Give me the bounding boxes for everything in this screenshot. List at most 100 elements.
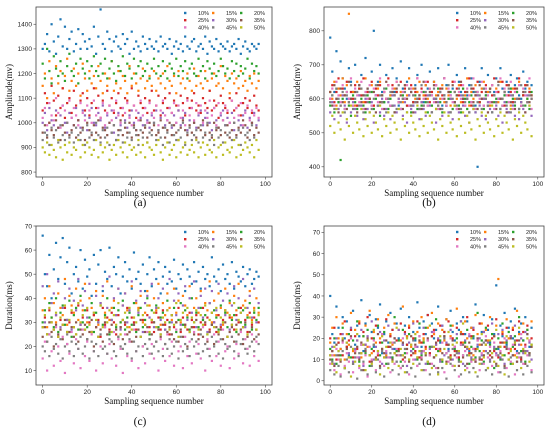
- data-point: [424, 369, 427, 372]
- y-tick-label: 60: [313, 251, 321, 258]
- data-point: [420, 118, 423, 121]
- data-point: [161, 323, 165, 326]
- data-point: [79, 321, 82, 324]
- data-point: [511, 337, 514, 340]
- data-point: [376, 352, 380, 355]
- data-point: [117, 256, 120, 259]
- data-point: [457, 104, 461, 107]
- data-point: [451, 84, 454, 87]
- data-point: [378, 111, 382, 114]
- data-point: [358, 360, 361, 363]
- data-point: [517, 111, 521, 114]
- data-point: [192, 92, 196, 95]
- data-point: [204, 301, 207, 305]
- data-point: [354, 352, 357, 355]
- data-point: [95, 289, 98, 293]
- data-point: [505, 84, 508, 87]
- data-point: [90, 294, 93, 297]
- data-point: [255, 328, 258, 331]
- data-point: [61, 158, 64, 161]
- data-point: [248, 316, 251, 319]
- data-point: [391, 67, 394, 70]
- data-point: [179, 82, 182, 85]
- data-point: [103, 57, 107, 60]
- data-point: [117, 45, 120, 48]
- data-point: [226, 311, 229, 314]
- data-point: [354, 349, 357, 353]
- data-point: [159, 82, 162, 85]
- data-point: [43, 297, 47, 300]
- data-point: [378, 84, 382, 87]
- data-point: [530, 97, 533, 100]
- data-point: [204, 69, 207, 73]
- data-point: [453, 369, 456, 372]
- data-point: [420, 107, 423, 111]
- data-point: [117, 69, 120, 73]
- data-point: [59, 114, 62, 117]
- data-point: [491, 104, 494, 107]
- data-point: [181, 350, 185, 353]
- data-point: [351, 97, 355, 100]
- data-point: [197, 306, 200, 310]
- data-point: [491, 322, 494, 325]
- data-point: [360, 94, 363, 97]
- data-point: [403, 101, 407, 104]
- data-point: [476, 375, 479, 378]
- data-point: [461, 101, 465, 104]
- data-point: [412, 104, 415, 107]
- data-point: [79, 99, 82, 102]
- data-point: [345, 333, 348, 336]
- data-point: [385, 320, 388, 323]
- data-point: [497, 114, 500, 117]
- data-point: [59, 60, 62, 63]
- data-point: [166, 282, 169, 285]
- data-point: [83, 354, 87, 358]
- data-point: [226, 124, 229, 127]
- data-point: [341, 333, 344, 336]
- data-point: [108, 328, 111, 331]
- data-point: [139, 101, 142, 105]
- data-point: [482, 349, 485, 353]
- data-point: [368, 111, 371, 114]
- data-point: [101, 347, 104, 350]
- data-point: [79, 138, 82, 142]
- data-point: [228, 282, 231, 285]
- data-point: [522, 322, 525, 325]
- data-point: [389, 131, 392, 134]
- data-point: [88, 321, 91, 324]
- data-point: [63, 297, 67, 300]
- data-point: [414, 349, 417, 353]
- data-point: [430, 345, 434, 348]
- data-point: [451, 324, 454, 327]
- legend-label: 50%: [526, 25, 537, 31]
- data-point: [177, 318, 180, 322]
- data-point: [349, 335, 353, 338]
- data-point: [119, 146, 122, 149]
- data-point: [74, 306, 78, 310]
- data-point: [248, 151, 251, 154]
- data-point: [172, 134, 176, 137]
- data-point: [499, 345, 502, 348]
- data-point: [497, 345, 500, 348]
- data-point: [68, 89, 71, 92]
- data-point: [470, 128, 473, 131]
- data-point: [378, 94, 382, 97]
- data-point: [333, 354, 336, 357]
- data-point: [432, 333, 436, 336]
- data-point: [250, 326, 254, 329]
- data-point: [389, 333, 392, 336]
- legend-label: 10%: [198, 11, 209, 17]
- data-point: [528, 345, 531, 348]
- data-point: [184, 35, 187, 38]
- data-point: [208, 67, 211, 70]
- data-point: [416, 301, 419, 304]
- data-point: [181, 367, 185, 370]
- data-point: [184, 285, 187, 288]
- data-point: [190, 40, 193, 43]
- data-point: [70, 30, 73, 33]
- data-point: [204, 304, 207, 307]
- data-point: [428, 347, 431, 351]
- data-point: [407, 104, 411, 107]
- data-point: [141, 326, 144, 329]
- legend-marker: [212, 230, 215, 234]
